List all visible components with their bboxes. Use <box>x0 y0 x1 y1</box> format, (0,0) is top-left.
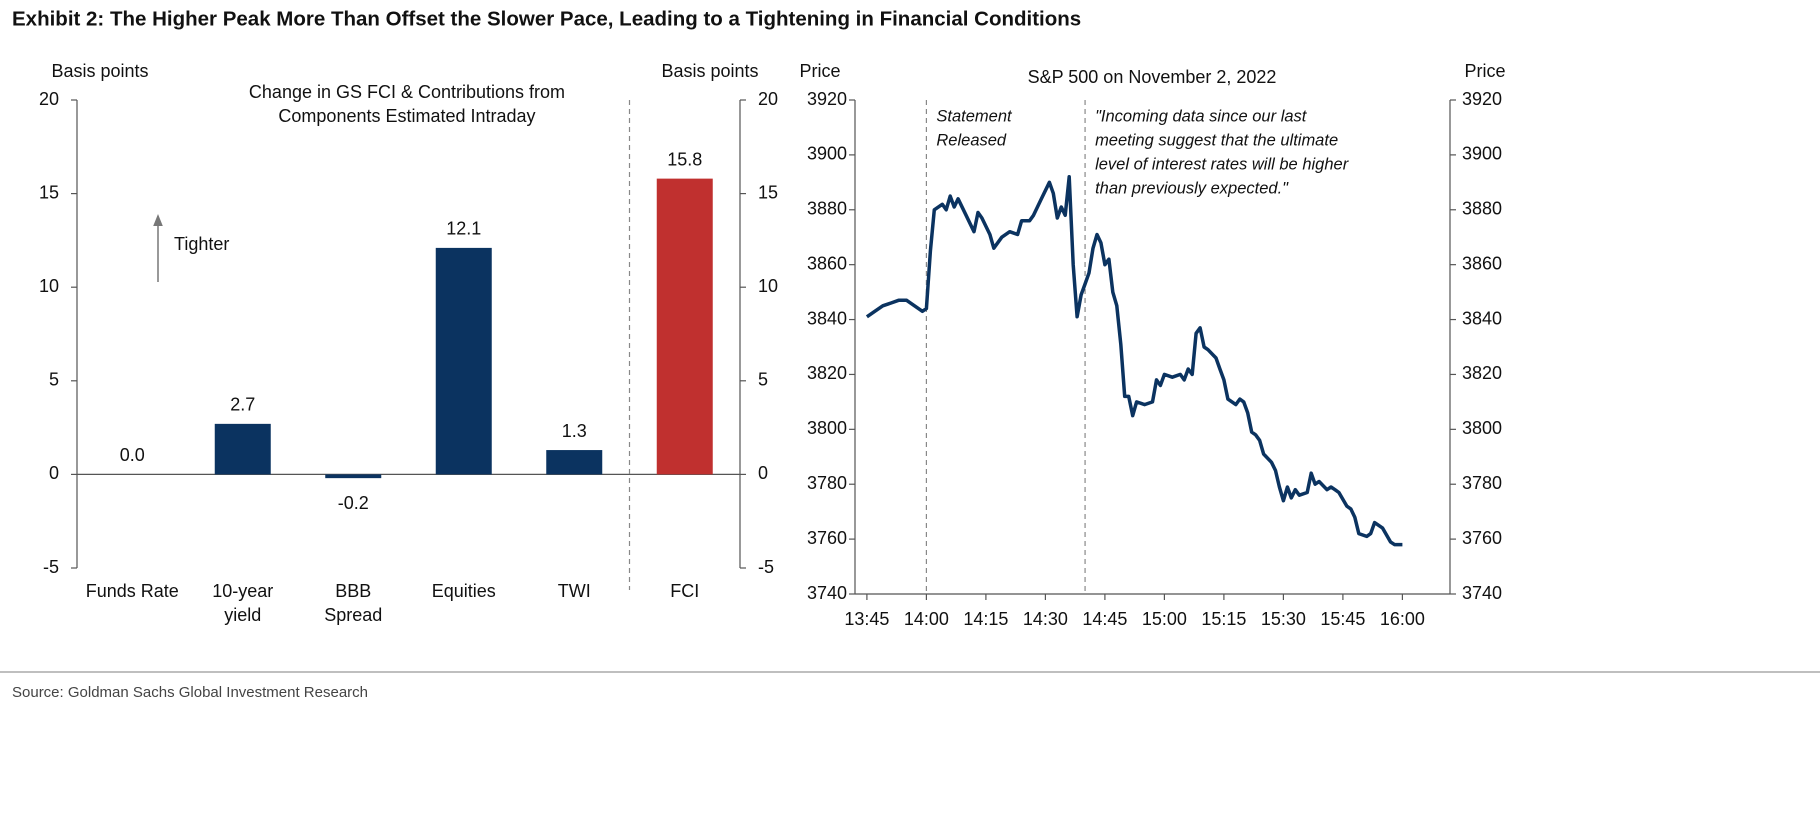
y-tick-label: 3740 <box>807 583 847 603</box>
x-tick-label: TWI <box>558 581 591 601</box>
x-tick-label: 13:45 <box>844 609 889 629</box>
y-tick-label: 3800 <box>807 418 847 438</box>
y-tick-label: 3920 <box>807 89 847 109</box>
x-tick-label: 15:45 <box>1320 609 1365 629</box>
y2-tick-label: 0 <box>758 463 768 483</box>
y2-tick-label: 10 <box>758 276 778 296</box>
y2-tick-label: 3860 <box>1462 253 1502 273</box>
annotation: level of interest rates will be higher <box>1095 155 1350 173</box>
x-tick-label: BBB <box>335 581 371 601</box>
y-tick-label: 3900 <box>807 144 847 164</box>
y2-tick-label: 3900 <box>1462 144 1502 164</box>
x-tick-label: 15:30 <box>1261 609 1306 629</box>
x-tick-label: FCI <box>670 581 699 601</box>
x-tick-label: 14:30 <box>1023 609 1068 629</box>
y2-tick-label: -5 <box>758 557 774 577</box>
annotation: Released <box>936 131 1007 149</box>
y-tick-label: 20 <box>39 89 59 109</box>
y-tick-label: 15 <box>39 182 59 202</box>
y-tick-label: -5 <box>43 557 59 577</box>
y2-tick-label: 20 <box>758 89 778 109</box>
x-tick-label: 15:00 <box>1142 609 1187 629</box>
x-tick-label: 10-year <box>212 581 273 601</box>
y2-tick-label: 3820 <box>1462 363 1502 383</box>
x-tick-label: 16:00 <box>1380 609 1425 629</box>
data-label: 12.1 <box>446 219 481 239</box>
y2-tick-label: 3800 <box>1462 418 1502 438</box>
x-tick-label: Funds Rate <box>86 581 179 601</box>
x-tick-label: Equities <box>432 581 496 601</box>
data-label: 15.8 <box>667 149 702 169</box>
x-tick-label: yield <box>224 605 261 625</box>
data-label: 2.7 <box>230 395 255 415</box>
x-tick-label: Spread <box>324 605 382 625</box>
annotation: meeting suggest that the ultimate <box>1095 131 1338 149</box>
annotation: Statement <box>936 107 1013 125</box>
bar <box>546 450 603 475</box>
x-tick-label: 14:00 <box>904 609 949 629</box>
x-tick-label: 14:15 <box>963 609 1008 629</box>
y2-tick-label: 3760 <box>1462 528 1502 548</box>
bar <box>214 423 271 475</box>
panel-title: S&P 500 on November 2, 2022 <box>1028 67 1277 87</box>
panel-title: Components Estimated Intraday <box>278 106 535 126</box>
y2-tick-label: 3880 <box>1462 199 1502 219</box>
y2-axis-label: Price <box>1464 61 1505 81</box>
y-tick-label: 0 <box>49 463 59 483</box>
y2-tick-label: 3740 <box>1462 583 1502 603</box>
annotation: than previously expected." <box>1095 179 1289 197</box>
y2-tick-label: 3920 <box>1462 89 1502 109</box>
price-line <box>865 175 1403 547</box>
bar <box>435 247 492 475</box>
y-tick-label: 3760 <box>807 528 847 548</box>
y2-axis-label: Basis points <box>661 61 758 81</box>
y-tick-label: 3780 <box>807 473 847 493</box>
y-tick-label: 10 <box>39 276 59 296</box>
x-tick-label: 14:45 <box>1082 609 1127 629</box>
y2-tick-label: 3780 <box>1462 473 1502 493</box>
y-tick-label: 3820 <box>807 363 847 383</box>
y-tick-label: 3860 <box>807 253 847 273</box>
bar <box>656 178 713 475</box>
panel-title: Change in GS FCI & Contributions from <box>249 82 565 102</box>
y2-tick-label: 3840 <box>1462 308 1502 328</box>
y-tick-label: 3840 <box>807 308 847 328</box>
data-label: 1.3 <box>562 421 587 441</box>
y2-tick-label: 15 <box>758 182 778 202</box>
bar <box>325 474 382 479</box>
exhibit-title: Exhibit 2: The Higher Peak More Than Off… <box>12 7 1081 30</box>
y-tick-label: 5 <box>49 370 59 390</box>
source-note: Source: Goldman Sachs Global Investment … <box>12 684 368 701</box>
y2-tick-label: 5 <box>758 370 768 390</box>
y-tick-label: 3880 <box>807 199 847 219</box>
x-tick-label: 15:15 <box>1201 609 1246 629</box>
y-axis-label: Price <box>799 61 840 81</box>
annotation: Tighter <box>174 234 229 254</box>
y-axis-label: Basis points <box>51 61 148 81</box>
annotation: "Incoming data since our last <box>1095 107 1308 125</box>
data-label: -0.2 <box>338 493 369 513</box>
data-label: 0.0 <box>120 445 145 465</box>
